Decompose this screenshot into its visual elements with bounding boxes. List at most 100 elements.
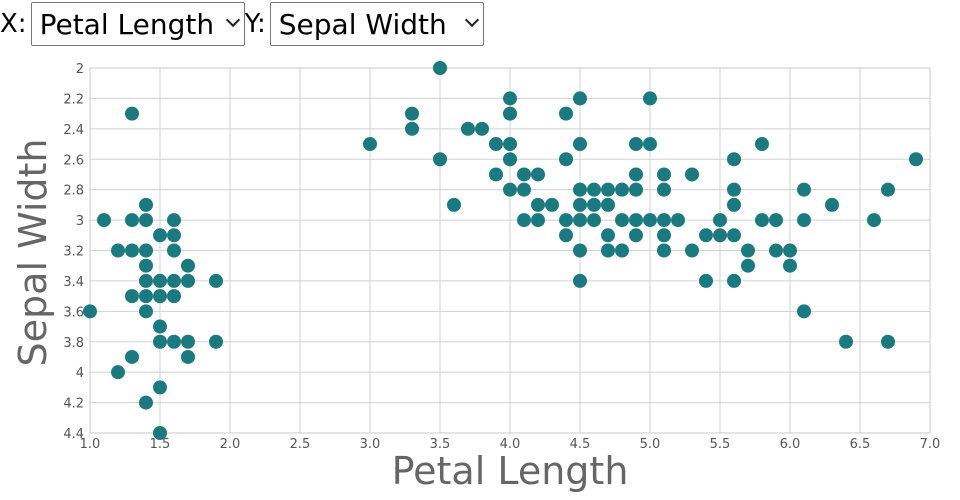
data-point xyxy=(181,273,195,288)
data-point xyxy=(629,167,643,182)
x-tick-label: 5.5 xyxy=(710,437,731,452)
data-point xyxy=(671,213,685,228)
data-point xyxy=(111,243,125,258)
data-point xyxy=(629,137,643,152)
data-point xyxy=(657,228,671,243)
data-point xyxy=(909,152,923,167)
data-point xyxy=(167,213,181,228)
data-point xyxy=(461,121,475,136)
data-point xyxy=(83,304,97,319)
data-point xyxy=(657,213,671,228)
data-point xyxy=(685,243,699,258)
data-point xyxy=(615,182,629,197)
x-tick-label: 6.0 xyxy=(780,437,801,452)
data-point xyxy=(433,61,447,75)
data-point xyxy=(153,380,167,395)
data-point xyxy=(573,243,587,258)
data-point xyxy=(643,91,657,106)
x-tick-label: 3.5 xyxy=(430,437,451,452)
data-point xyxy=(181,349,195,364)
data-point xyxy=(531,197,545,212)
data-point xyxy=(139,197,153,212)
y-tick-labels: 2 2.2 2.4 2.6 2.8 3 3.2 3.4 3.6 3.8 4 4.2 4.4 xyxy=(63,62,84,442)
x-tick-label: 3.0 xyxy=(360,437,381,452)
data-point xyxy=(713,213,727,228)
data-point xyxy=(601,243,615,258)
data-point xyxy=(629,213,643,228)
data-point xyxy=(433,152,447,167)
data-point xyxy=(167,228,181,243)
data-point xyxy=(741,243,755,258)
y-tick-label: 2.8 xyxy=(63,184,84,199)
x-axis-select[interactable]: Petal Length xyxy=(30,2,245,46)
data-point xyxy=(475,121,489,136)
data-point xyxy=(153,228,167,243)
data-point xyxy=(545,197,559,212)
axis-controls: X: Petal Length Y: Sepal Width xyxy=(0,0,484,48)
data-point xyxy=(699,273,713,288)
data-point xyxy=(573,182,587,197)
data-point xyxy=(769,243,783,258)
data-point xyxy=(783,243,797,258)
data-point xyxy=(573,197,587,212)
y-tick-label: 2.4 xyxy=(63,123,84,138)
x-tick-label: 7.0 xyxy=(920,437,941,452)
data-point xyxy=(125,289,139,304)
data-point xyxy=(615,213,629,228)
y-axis-select-value: Sepal Width xyxy=(278,7,447,41)
data-point xyxy=(587,197,601,212)
data-point xyxy=(881,182,895,197)
data-point xyxy=(153,289,167,304)
y-axis-label: Y: xyxy=(244,9,266,39)
data-point xyxy=(657,167,671,182)
data-point xyxy=(139,243,153,258)
data-point xyxy=(489,137,503,152)
data-point xyxy=(125,106,139,121)
data-point xyxy=(559,106,573,121)
data-point xyxy=(405,121,419,136)
data-point xyxy=(97,213,111,228)
data-point xyxy=(615,243,629,258)
y-tick-label: 2.2 xyxy=(63,92,84,107)
data-point xyxy=(153,334,167,349)
data-point xyxy=(531,213,545,228)
data-point xyxy=(601,182,615,197)
data-point xyxy=(727,273,741,288)
data-point xyxy=(657,243,671,258)
data-point xyxy=(573,273,587,288)
data-point xyxy=(741,258,755,273)
data-point xyxy=(517,213,531,228)
x-tick-labels: 1.0 1.5 2.0 2.5 3.0 3.5 4.0 4.5 5.0 5.5 6.0 6.5 7.0 xyxy=(80,437,941,452)
data-point xyxy=(139,213,153,228)
data-point xyxy=(587,213,601,228)
data-point xyxy=(153,273,167,288)
data-point xyxy=(153,426,167,440)
data-point xyxy=(797,304,811,319)
data-point xyxy=(153,319,167,334)
data-point xyxy=(139,258,153,273)
y-tick-label: 3.2 xyxy=(63,245,84,260)
data-point xyxy=(643,137,657,152)
data-point xyxy=(657,182,671,197)
x-tick-label: 6.5 xyxy=(850,437,871,452)
data-point xyxy=(559,228,573,243)
x-tick-label: 1.0 xyxy=(80,437,101,452)
data-point xyxy=(797,182,811,197)
data-point xyxy=(405,106,419,121)
y-tick-label: 3 xyxy=(76,214,84,229)
data-point xyxy=(713,228,727,243)
y-tick-label: 3.8 xyxy=(63,336,84,351)
data-point xyxy=(727,152,741,167)
data-point xyxy=(699,228,713,243)
data-point xyxy=(167,273,181,288)
data-point xyxy=(503,137,517,152)
data-point xyxy=(489,167,503,182)
data-point xyxy=(769,213,783,228)
data-point xyxy=(629,182,643,197)
data-point xyxy=(503,106,517,121)
data-point xyxy=(531,167,545,182)
grid xyxy=(89,67,931,434)
data-point xyxy=(797,213,811,228)
y-axis-select[interactable]: Sepal Width xyxy=(269,2,484,46)
